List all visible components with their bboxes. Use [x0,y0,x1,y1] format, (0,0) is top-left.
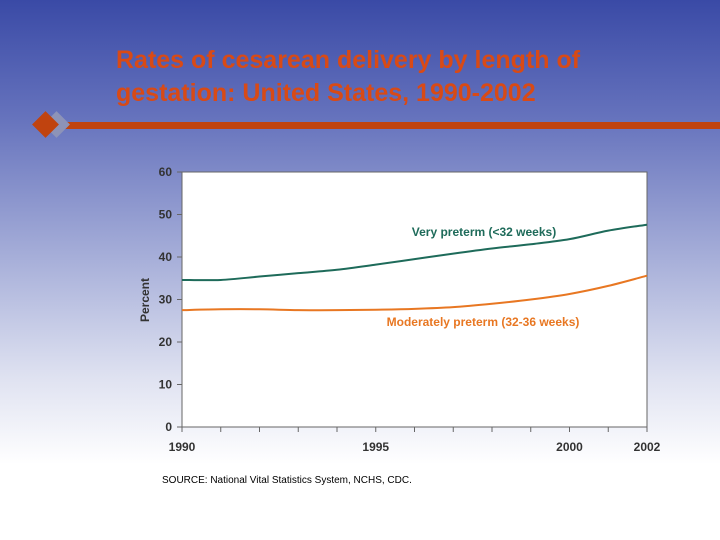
series-label-very-preterm: Very preterm (<32 weeks) [412,225,556,239]
source-note: SOURCE: National Vital Statistics System… [162,475,412,486]
slide-title: Rates of cesarean delivery by length of … [116,46,581,107]
y-tick-label: 0 [165,420,172,434]
x-tick-label: 2000 [556,440,583,454]
x-tick-label: 2002 [634,440,661,454]
series-lines [181,223,648,312]
y-tick-label: 60 [159,165,173,179]
title-rule [48,122,720,129]
x-tick-label: 1995 [362,440,389,454]
plot-area [181,171,648,428]
series-line-very-preterm [181,223,648,282]
y-tick-label: 10 [159,378,173,392]
y-tick-label: 20 [159,335,173,349]
series-label-moderately-preterm: Moderately preterm (32-36 weeks) [387,315,580,329]
x-axis: 1990 1995 2000 2002 [169,427,661,454]
x-tick-label: 1990 [169,440,196,454]
y-axis: 0 10 20 30 40 50 60 [159,165,182,434]
y-tick-label: 50 [159,208,173,222]
series-line-moderately-preterm [181,274,648,312]
y-axis-label: Percent [138,278,152,322]
y-tick-label: 30 [159,293,173,307]
y-tick-label: 40 [159,250,173,264]
